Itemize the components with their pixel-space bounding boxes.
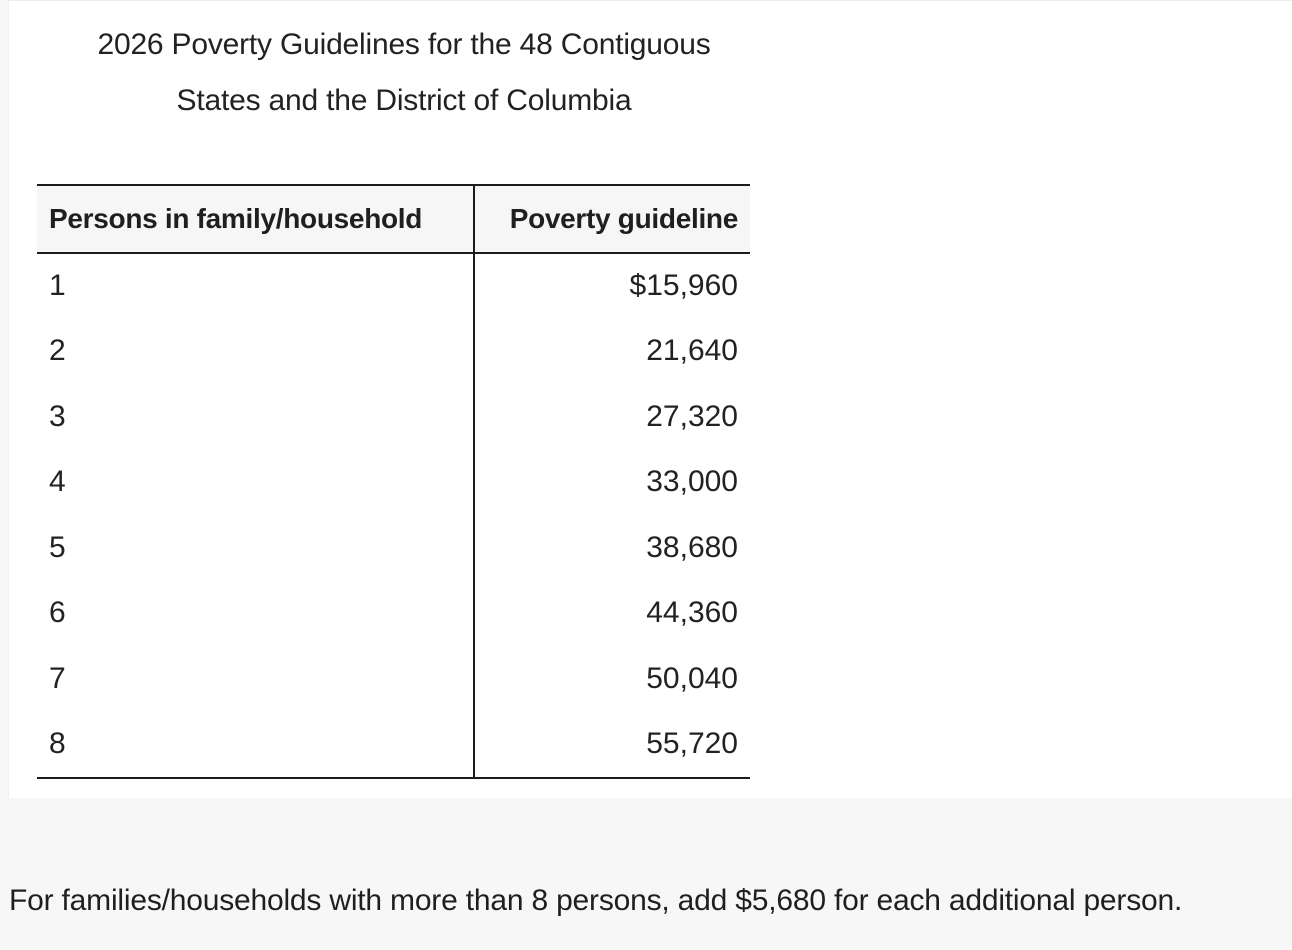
guideline-cell: 33,000 (646, 465, 738, 499)
persons-cell: 5 (37, 515, 475, 581)
persons-cell: 7 (37, 646, 475, 712)
persons-cell: 1 (37, 253, 475, 319)
caption-line-1: 2026 Poverty Guidelines for the 48 Conti… (97, 28, 711, 61)
guideline-cell: 50,040 (646, 661, 738, 695)
table-row: 8 55,720 (37, 711, 750, 777)
header-persons: Persons in family/household (37, 186, 475, 254)
table-row: 5 38,680 (37, 515, 750, 581)
guideline-cell: 38,680 (646, 530, 738, 564)
guideline-cell: $15,960 (629, 269, 738, 303)
table-header: Persons in family/household Poverty guid… (37, 186, 750, 254)
header-poverty-guideline: Poverty guideline (474, 186, 750, 254)
table-body: 1 $15,960 2 21,640 3 27,320 4 33,000 5 (37, 253, 750, 777)
persons-cell: 2 (37, 318, 475, 384)
footnote: For families/households with more than 8… (9, 884, 1183, 917)
table-header-row: Persons in family/household Poverty guid… (37, 186, 750, 254)
persons-cell: 8 (37, 711, 475, 777)
table-row: 7 50,040 (37, 646, 750, 712)
table-row: 2 21,640 (37, 318, 750, 384)
table-panel: 2026 Poverty Guidelines for the 48 Conti… (8, 0, 1292, 798)
table-caption: 2026 Poverty Guidelines for the 48 Conti… (48, 17, 760, 129)
table-row: 3 27,320 (37, 384, 750, 450)
guideline-cell: 27,320 (646, 399, 738, 433)
persons-cell: 6 (37, 580, 475, 646)
guideline-cell: 55,720 (646, 727, 738, 761)
guideline-cell: 44,360 (646, 596, 738, 630)
table-row: 1 $15,960 (37, 253, 750, 319)
persons-cell: 3 (37, 384, 475, 450)
caption-line-2: States and the District of Columbia (176, 84, 632, 117)
guideline-cell: 21,640 (646, 334, 738, 368)
table-row: 4 33,000 (37, 449, 750, 515)
table-row: 6 44,360 (37, 580, 750, 646)
poverty-guidelines-table: Persons in family/household Poverty guid… (37, 184, 750, 779)
persons-cell: 4 (37, 449, 475, 515)
